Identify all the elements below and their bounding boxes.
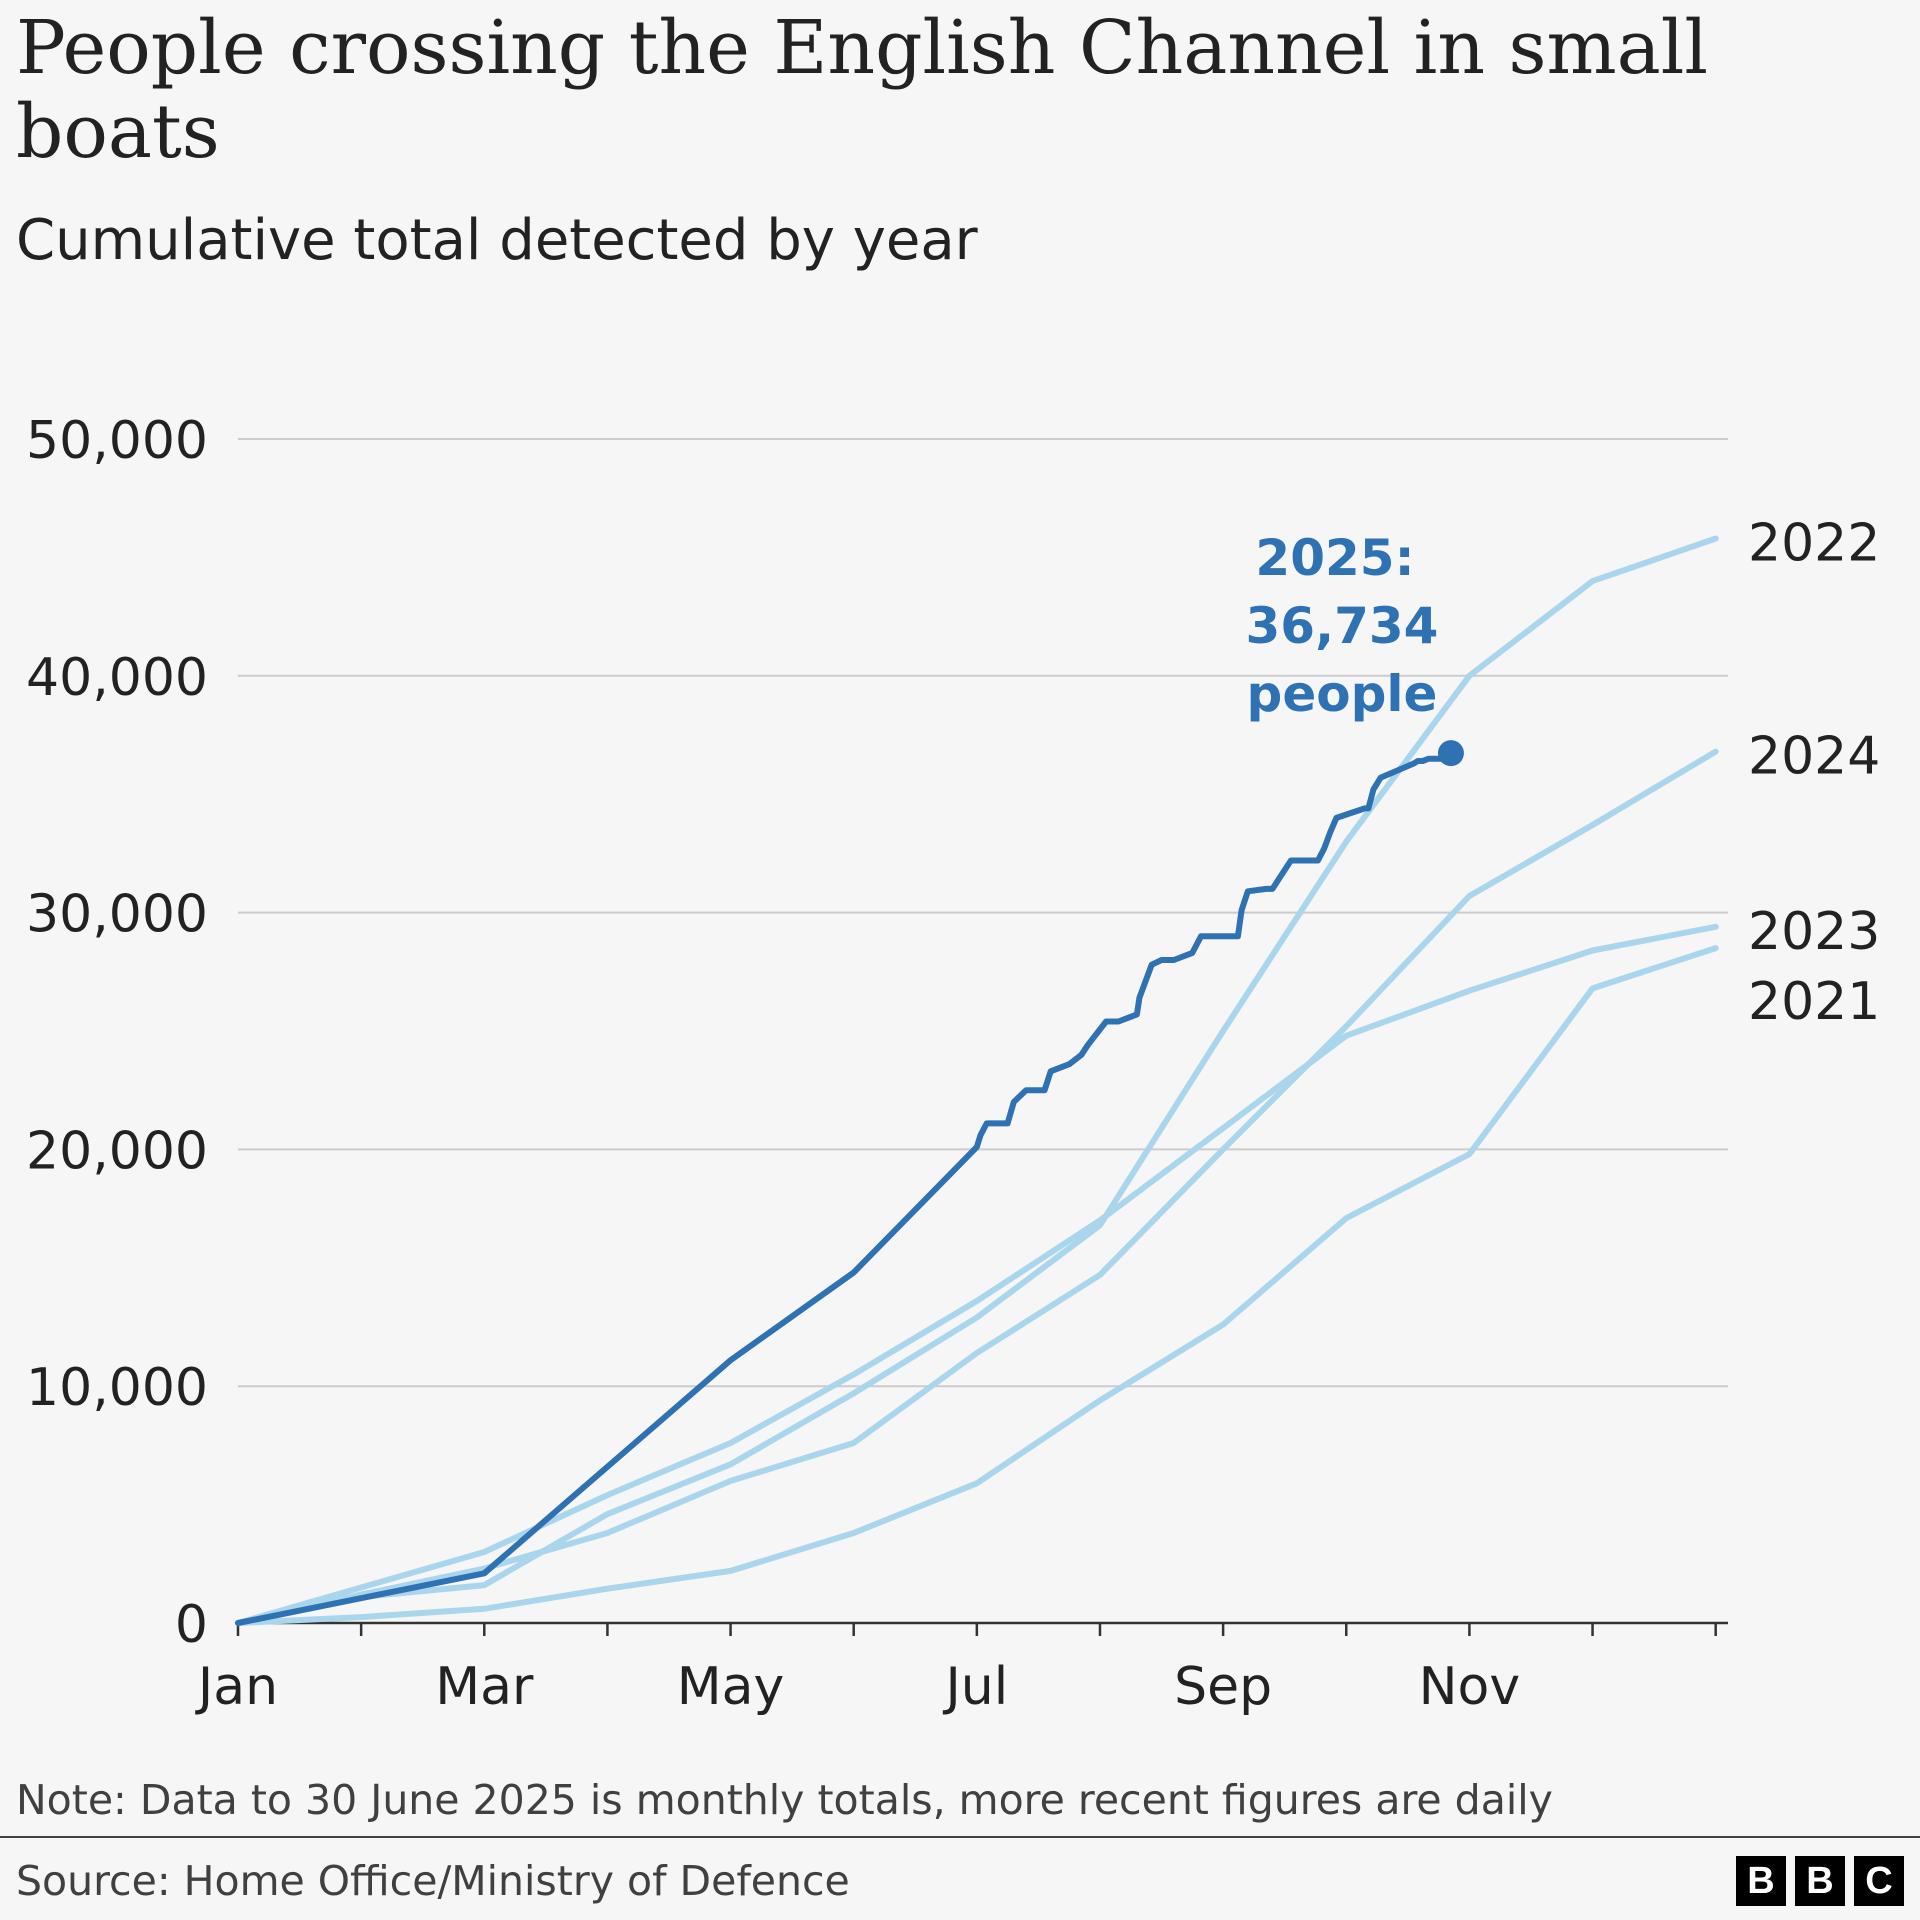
- logo-letter: B: [1795, 1856, 1845, 1906]
- x-tick-label: Jan: [195, 1657, 278, 1717]
- footer-divider: [0, 1836, 1920, 1838]
- y-tick-label: 40,000: [26, 648, 208, 708]
- y-tick-label: 10,000: [26, 1358, 208, 1418]
- logo-letter: B: [1736, 1856, 1786, 1906]
- x-tick-label: May: [677, 1657, 785, 1717]
- series-label-2021: 2021: [1748, 972, 1880, 1032]
- chart-title: People crossing the English Channel in s…: [16, 5, 1709, 175]
- series-line-2025: [235, 750, 1454, 1626]
- x-tick-label: Jul: [942, 1657, 1008, 1717]
- chart-subtitle: Cumulative total detected by year: [16, 208, 978, 273]
- x-tick-label: Nov: [1419, 1657, 1521, 1717]
- annotation-2025: 2025: 36,734 people: [1246, 529, 1439, 723]
- y-axis-labels: 0 10,000 20,000 30,000 40,000 50,000: [26, 411, 208, 1655]
- series-end-dot-2025: [1437, 740, 1464, 767]
- series-lines: [235, 535, 1719, 1626]
- y-tick-label: 30,000: [26, 885, 208, 945]
- series-labels: 2022 2024 2023 2021: [1748, 513, 1880, 1031]
- series-label-2023: 2023: [1748, 902, 1880, 962]
- y-tick-label: 0: [175, 1595, 208, 1655]
- series-label-2022: 2022: [1748, 513, 1880, 573]
- y-tick-label: 20,000: [26, 1121, 208, 1181]
- bbc-logo: B B C: [1736, 1856, 1904, 1906]
- x-axis-labels: Jan Mar May Jul Sep Nov: [195, 1657, 1520, 1717]
- series-label-2024: 2024: [1748, 727, 1880, 787]
- x-tick-label: Mar: [435, 1657, 534, 1717]
- chart-note: Note: Data to 30 June 2025 is monthly to…: [16, 1776, 1553, 1824]
- logo-letter: C: [1854, 1856, 1904, 1906]
- x-axis: [236, 1621, 1728, 1636]
- line-chart: 0 10,000 20,000 30,000 40,000 50,000 Jan Mar Ma…: [26, 411, 1880, 1717]
- series-line-2023: [235, 923, 1719, 1626]
- series-line-2021: [235, 945, 1719, 1626]
- series-line-2024: [235, 748, 1719, 1626]
- x-tick-label: Sep: [1174, 1657, 1272, 1717]
- series-line-2022: [235, 535, 1719, 1626]
- annotation-line-3: people: [1247, 665, 1438, 723]
- annotation-line-2: 36,734: [1246, 597, 1439, 655]
- chart-source: Source: Home Office/Ministry of Defence: [16, 1857, 850, 1905]
- annotation-line-1: 2025:: [1255, 529, 1414, 587]
- y-tick-label: 50,000: [26, 411, 208, 471]
- gridlines: [238, 438, 1728, 1388]
